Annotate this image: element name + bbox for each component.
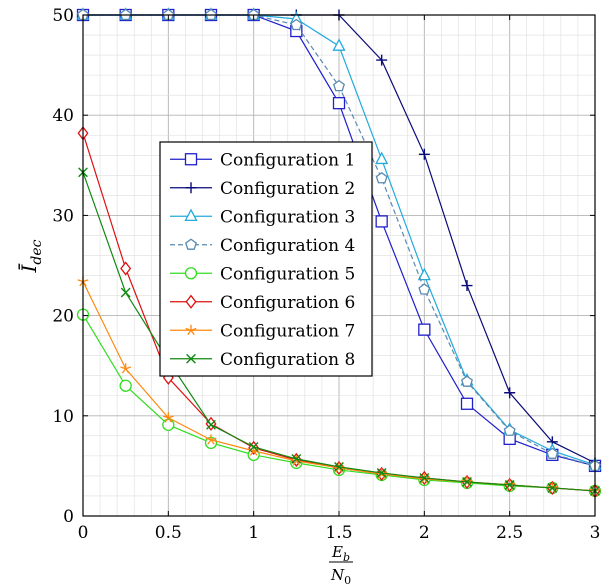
x-tick-label: 1.5	[325, 523, 352, 543]
y-tick-label: 0	[63, 507, 74, 527]
x-tick-label: 3	[590, 523, 601, 543]
legend-label: Configuration 8	[220, 350, 355, 370]
data-point	[375, 151, 389, 165]
legend-label: Configuration 2	[220, 179, 355, 199]
legend-entry: Configuration 6	[170, 293, 355, 313]
y-tick-label: 20	[52, 307, 74, 327]
x-axis-label-den-sub: 0	[344, 574, 351, 587]
data-point	[460, 397, 474, 410]
legend-label: Configuration 4	[220, 236, 355, 256]
data-point	[504, 387, 516, 399]
data-point	[332, 97, 346, 110]
legend-label: Configuration 7	[220, 321, 355, 341]
x-axis-label-num-sub: b	[343, 551, 350, 564]
svg-text:Eb: Eb	[331, 543, 350, 564]
x-tick-label: 2	[419, 523, 430, 543]
legend-label: Configuration 6	[220, 293, 355, 313]
x-tick-label: 2.5	[496, 523, 523, 543]
data-point	[417, 267, 431, 281]
legend-entry: Configuration 7	[170, 321, 355, 341]
data-point	[547, 483, 558, 493]
data-point	[162, 412, 174, 423]
legend-label: Configuration 5	[220, 264, 355, 284]
plot-series	[76, 7, 602, 499]
x-tick-label: 0	[78, 523, 89, 543]
data-point	[376, 468, 387, 478]
legend-marker	[184, 153, 198, 166]
data-point	[461, 280, 473, 292]
data-point	[120, 363, 132, 374]
data-point	[290, 18, 303, 31]
data-point	[418, 283, 431, 295]
y-tick-label: 10	[52, 407, 74, 427]
data-point	[375, 215, 388, 228]
x-axis-label-den: N	[330, 566, 345, 584]
data-point	[376, 54, 388, 66]
data-point	[504, 480, 515, 490]
legend-marker	[186, 353, 196, 364]
x-axis-label-num: E	[331, 543, 343, 561]
legend-label: Configuration 1	[220, 150, 355, 170]
data-point	[291, 453, 302, 464]
y-axis-label-main: Ī	[17, 263, 41, 274]
y-axis-label: Īdec	[17, 239, 45, 273]
svg-text:Īdec: Īdec	[17, 239, 45, 273]
legend-marker	[185, 294, 197, 309]
data-point	[120, 261, 132, 276]
svg-text:N0: N0	[330, 566, 351, 587]
data-point	[248, 441, 259, 452]
data-point	[461, 375, 473, 387]
data-point	[462, 477, 472, 487]
data-point	[333, 79, 345, 92]
series-4	[77, 8, 601, 472]
data-point	[418, 323, 431, 336]
legend-entry: Configuration 2	[170, 179, 355, 199]
legend-marker	[185, 324, 197, 336]
y-axis-label-sub: dec	[29, 239, 45, 264]
y-tick-label: 50	[52, 6, 74, 26]
legend-entry: Configuration 3	[170, 207, 355, 227]
legend: Configuration 1 Configuration 2 Configurat…	[159, 141, 373, 377]
legend-label: Configuration 3	[220, 207, 355, 227]
data-point	[206, 419, 216, 430]
legend-entry: Configuration 5	[170, 264, 355, 284]
data-point	[120, 287, 131, 298]
data-point	[119, 379, 132, 392]
data-point	[332, 38, 346, 51]
data-point	[419, 473, 430, 483]
data-point	[546, 447, 559, 459]
legend-marker	[185, 238, 197, 250]
x-axis-label: Eb N0	[329, 543, 353, 587]
legend-marker	[184, 267, 198, 280]
legend-entry: Configuration 4	[170, 236, 355, 256]
legend-entry: Configuration 1	[170, 150, 355, 170]
data-point	[162, 418, 175, 431]
data-point	[503, 424, 516, 436]
data-point	[205, 434, 217, 445]
x-tick-label: 0.5	[155, 523, 182, 543]
data-point	[375, 172, 388, 184]
legend-marker	[185, 182, 197, 194]
x-tick-label: 1	[248, 523, 259, 543]
legend-entry: Configuration 8	[170, 350, 355, 370]
y-tick-label: 30	[52, 206, 74, 226]
data-point	[334, 462, 344, 472]
y-tick-label: 40	[52, 106, 74, 126]
legend-box	[159, 141, 373, 377]
data-point	[418, 148, 430, 160]
legend-marker	[184, 208, 198, 222]
